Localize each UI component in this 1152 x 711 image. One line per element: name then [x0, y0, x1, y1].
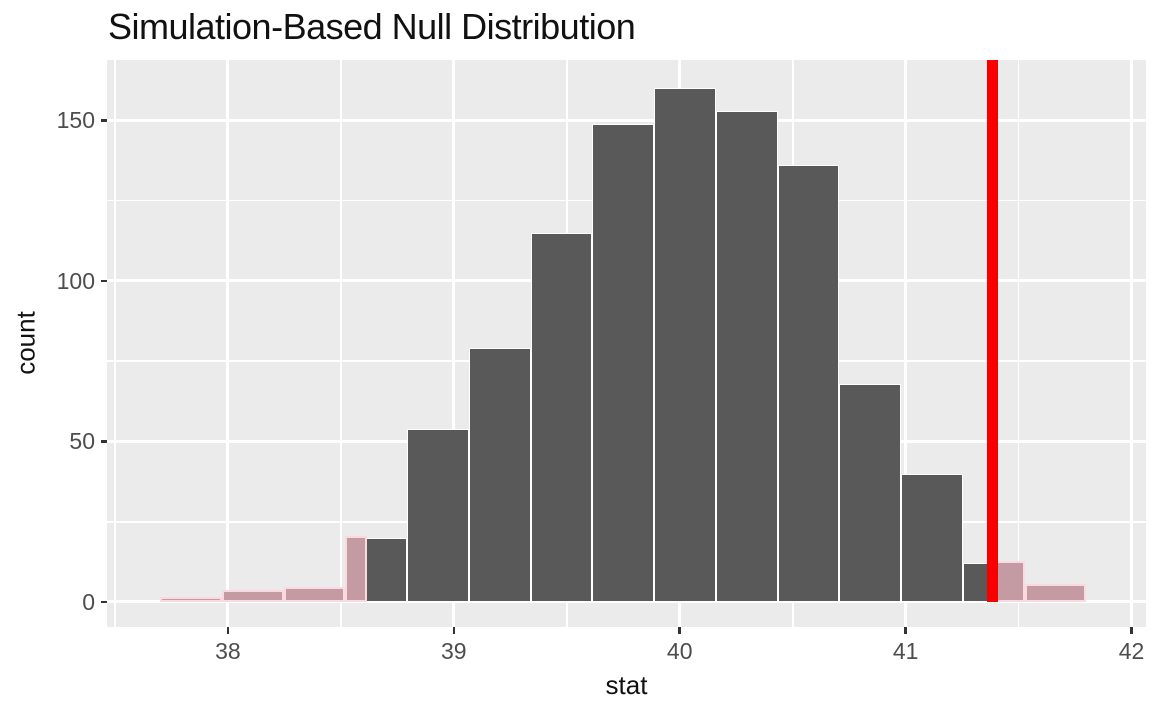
gridline-minor-x — [114, 60, 116, 627]
y-tick-label: 50 — [69, 428, 95, 455]
x-tick-label: 41 — [892, 638, 919, 664]
gridline-major-x — [904, 60, 908, 627]
x-tick-mark — [452, 627, 456, 634]
histogram-bar — [901, 473, 963, 602]
x-tick-label: 40 — [666, 638, 693, 664]
x-tick-mark — [678, 627, 681, 634]
gridline-minor-x — [1017, 60, 1020, 627]
gridline-major-x — [452, 60, 456, 627]
chart-title: Simulation-Based Null Distribution — [108, 6, 636, 47]
gridline-major-x — [1130, 60, 1134, 627]
histogram-bar — [654, 88, 716, 602]
shaded-tail-bar — [160, 596, 222, 602]
x-tick-mark — [226, 627, 230, 634]
x-tick-label: 39 — [440, 638, 467, 664]
histogram-bar — [777, 165, 840, 602]
histogram-bar — [468, 348, 531, 602]
shaded-tail-bar — [345, 535, 367, 602]
observed-stat-line — [987, 60, 999, 602]
shaded-tail-bar — [1024, 583, 1087, 602]
y-tick-mark — [100, 279, 107, 283]
x-tick-label: 38 — [215, 638, 241, 664]
y-tick-mark — [100, 119, 107, 122]
shaded-tail-bar — [221, 590, 284, 602]
x-axis-title: stat — [605, 670, 648, 700]
x-tick-mark — [904, 627, 907, 634]
gridline-major-y — [107, 600, 1146, 604]
gridline-major-x — [226, 60, 230, 627]
x-tick-mark — [1130, 627, 1133, 634]
y-tick-label: 0 — [82, 588, 95, 615]
gridline-major-y — [107, 118, 1146, 122]
histogram-bar — [592, 123, 655, 602]
y-tick-label: 100 — [56, 267, 95, 294]
histogram-bar — [839, 383, 902, 602]
y-tick-mark — [100, 600, 107, 604]
histogram-bar — [407, 428, 469, 602]
histogram-bar — [715, 110, 778, 602]
y-axis-title: count — [10, 311, 41, 375]
y-tick-mark — [100, 440, 107, 443]
histogram-bar — [530, 232, 593, 602]
plot-panel — [107, 60, 1146, 627]
gridline-minor-x — [339, 60, 342, 627]
x-tick-label: 42 — [1118, 638, 1145, 664]
y-tick-label: 150 — [56, 107, 95, 134]
shaded-tail-bar — [283, 587, 346, 602]
